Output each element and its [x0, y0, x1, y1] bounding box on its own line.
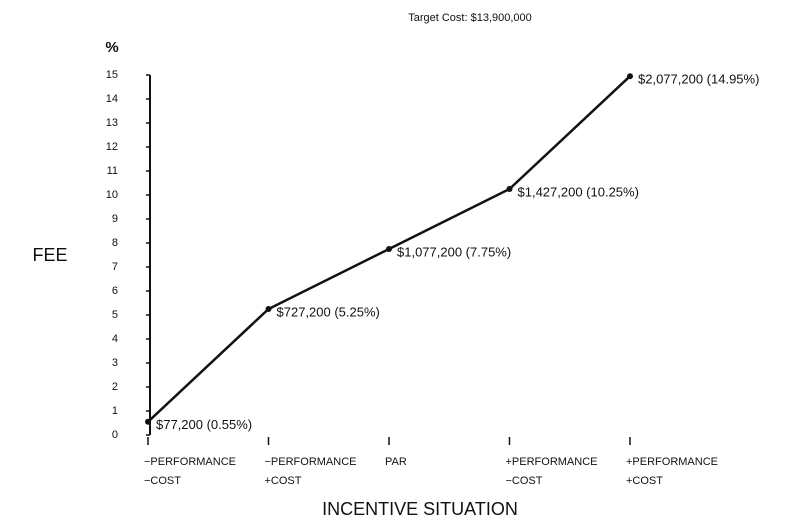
y-tick-label: 1	[112, 405, 118, 417]
y-tick-label: 2	[112, 381, 118, 393]
y-tick-label: 7	[112, 261, 118, 273]
y-tick-label: 4	[112, 333, 118, 345]
x-tick-label: +COST	[265, 475, 302, 487]
x-tick-label: −COST	[506, 475, 543, 487]
value-label: $727,200 (5.25%)	[277, 304, 380, 319]
y-unit-label: %	[105, 39, 118, 56]
y-tick-label: 11	[107, 165, 118, 177]
y-tick-label: 0	[112, 429, 118, 441]
x-tick-label: +COST	[626, 475, 663, 487]
x-tick-label: −COST	[144, 475, 181, 487]
point	[627, 73, 633, 80]
value-label: $1,427,200 (10.25%)	[518, 184, 639, 199]
x-tick-label: +PERFORMANCE	[626, 456, 718, 468]
y-tick-label: 15	[106, 69, 118, 81]
y-tick-label: 10	[106, 189, 118, 201]
x-tick-label: +PERFORMANCE	[506, 456, 598, 468]
x-axis-title: INCENTIVE SITUATION	[322, 499, 518, 519]
y-tick-label: 14	[106, 93, 118, 105]
value-label: $1,077,200 (7.75%)	[397, 244, 511, 259]
y-tick-label: 9	[112, 213, 118, 225]
y-tick-label: 13	[106, 117, 118, 129]
y-tick-label: 8	[112, 237, 118, 249]
point	[145, 418, 151, 425]
x-tick-label: −PERFORMANCE	[265, 456, 357, 468]
point	[506, 186, 513, 192]
x-tick-label: −PERFORMANCE	[144, 456, 236, 468]
y-tick-label: 3	[112, 357, 118, 369]
y-tick-label: 12	[106, 141, 118, 153]
point	[265, 306, 272, 312]
point	[386, 246, 392, 252]
value-label: $2,077,200 (14.95%)	[638, 72, 759, 87]
y-tick-label: 6	[112, 285, 118, 297]
x-tick-label: PAR	[385, 456, 407, 468]
value-label: $77,200 (0.55%)	[156, 417, 252, 432]
y-tick-label: 5	[112, 309, 118, 321]
y-axis-title: FEE	[32, 245, 67, 265]
chart-title: Target Cost: $13,900,000	[408, 12, 532, 24]
